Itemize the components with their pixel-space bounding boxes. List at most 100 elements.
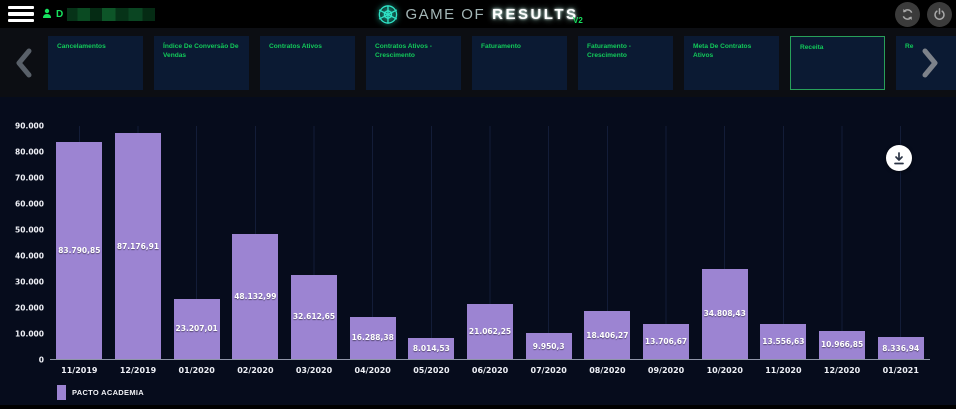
y-tick-label: 30.000 (15, 277, 44, 287)
category-cell: 9.950,3 (519, 126, 579, 359)
bar-value-label: 87.176,91 (116, 241, 160, 251)
bar-value-label: 10.966,85 (820, 340, 864, 350)
tab-contratos-ativos[interactable]: Contratos Ativos (260, 36, 355, 90)
category-cell: 13.706,67 (636, 126, 696, 359)
legend-series-name: PACTO ACADEMIA (72, 388, 144, 397)
y-tick-label: 20.000 (15, 303, 44, 313)
bar-01/2020[interactable]: 23.207,01 (173, 298, 220, 359)
x-tick-label: 11/2020 (765, 366, 802, 375)
top-bar: D GAME OF RESULTS V2 (0, 0, 956, 28)
logo-icon (377, 4, 398, 25)
y-tick-label: 10.000 (15, 329, 44, 339)
x-tick-label: 08/2020 (589, 366, 626, 375)
plot-area: 83.790,85 87.176,91 23.207,01 48.132,99 32.6… (50, 126, 931, 360)
power-icon (934, 8, 945, 20)
bar-03/2020[interactable]: 32.612,65 (291, 274, 338, 359)
menu-icon[interactable] (8, 6, 34, 22)
category-cell: 10.966,85 (812, 126, 872, 359)
tab-contratos-ativos-crescimento[interactable]: Contratos Ativos - Crescimento (366, 36, 461, 90)
bar-10/2020[interactable]: 34.808,43 (701, 268, 748, 359)
refresh-button[interactable] (895, 2, 920, 27)
bar-value-label: 13.556,63 (762, 336, 805, 346)
tab-meta-de-contratos-ativos[interactable]: Meta De Contratos Ativos (684, 36, 779, 90)
metric-tabs-bar: Cancelamentos Índice De Conversão De Vend… (0, 28, 956, 97)
bar-05/2020[interactable]: 8.014,53 (408, 338, 455, 359)
user-icon (42, 5, 52, 23)
category-cell: 32.612,65 (284, 126, 344, 359)
bar-value-label: 9.950,3 (532, 341, 565, 351)
version-badge: V2 (573, 16, 583, 25)
tab-cancelamentos[interactable]: Cancelamentos (48, 36, 143, 90)
bar-value-label: 21.062,25 (468, 327, 512, 337)
chart-legend: PACTO ACADEMIA (57, 385, 956, 400)
app-title: GAME OF RESULTS (377, 0, 578, 28)
category-cell: 83.790,85 (50, 126, 109, 359)
bar-04/2020[interactable]: 16.288,38 (349, 316, 396, 359)
top-bar-left: D (0, 5, 156, 23)
x-tick-label: 12/2019 (119, 366, 157, 375)
category-cell: 8.014,53 (402, 126, 461, 359)
category-cell: 21.062,25 (460, 126, 520, 359)
tab-re[interactable]: Re (896, 36, 956, 90)
tabs-scroll-left-button[interactable] (0, 47, 48, 79)
x-tick-label: 06/2020 (471, 366, 509, 375)
x-tick-label: 04/2020 (354, 366, 391, 375)
x-tick-label: 11/2019 (61, 366, 98, 375)
chart-section: 0 10.000 20.000 30.000 40.000 50.000 60.000 70.… (0, 122, 956, 409)
legend-swatch (57, 385, 66, 400)
top-bar-actions (895, 2, 952, 27)
x-tick-label: 02/2020 (237, 366, 274, 375)
tab-faturamento-crescimento[interactable]: Faturamento - Crescimento (578, 36, 673, 90)
x-tick-label: 01/2021 (882, 366, 919, 375)
tab-faturamento[interactable]: Faturamento (472, 36, 567, 90)
power-button[interactable] (927, 2, 952, 27)
x-tick-label: 05/2020 (413, 366, 450, 375)
title-main: RESULTS (492, 5, 579, 23)
bar-01/2021[interactable]: 8.336,94 (877, 337, 924, 359)
y-tick-label: 50.000 (15, 225, 44, 235)
bar-09/2020[interactable]: 13.706,67 (643, 323, 690, 359)
bar-12/2019[interactable]: 87.176,91 (115, 133, 161, 359)
bar-08/2020[interactable]: 18.406,27 (584, 311, 631, 359)
bar-07/2020[interactable]: 9.950,3 (525, 333, 572, 359)
user-name-redacted (67, 7, 156, 21)
category-cell: 48.132,99 (226, 126, 285, 359)
category-cell: 34.808,43 (695, 126, 755, 359)
y-tick-label: 70.000 (15, 173, 44, 183)
tabs-scroll-right-button[interactable] (910, 28, 950, 97)
tab--ndice-de-convers-o-de-vendas[interactable]: Índice De Conversão De Vendas (154, 36, 249, 90)
bar-value-label: 83.790,85 (58, 246, 101, 256)
bar-value-label: 8.336,94 (882, 343, 920, 353)
user-chip[interactable]: D (42, 5, 156, 23)
bar-value-label: 34.808,43 (703, 309, 746, 319)
bar-06/2020[interactable]: 21.062,25 (467, 304, 514, 359)
download-chart-button[interactable] (886, 145, 912, 171)
x-tick-label: 09/2020 (647, 366, 685, 375)
bar-value-label: 16.288,38 (351, 333, 394, 343)
chevron-left-icon (16, 48, 32, 77)
category-cell: 87.176,91 (108, 126, 168, 359)
title-prefix: GAME OF (405, 5, 486, 23)
x-tick-label: 01/2020 (178, 366, 215, 375)
x-tick-label: 10/2020 (706, 366, 743, 375)
bar-11/2019[interactable]: 83.790,85 (56, 142, 103, 359)
y-tick-label: 0 (38, 355, 44, 365)
category-cell: 16.288,38 (343, 126, 403, 359)
bar-value-label: 8.014,53 (412, 344, 450, 354)
x-tick-label: 12/2020 (823, 366, 861, 375)
bar-value-label: 23.207,01 (175, 324, 218, 334)
bar-12/2020[interactable]: 10.966,85 (819, 330, 866, 359)
bar-02/2020[interactable]: 48.132,99 (232, 234, 279, 359)
bar-value-label: 18.406,27 (586, 330, 629, 340)
bar-value-label: 13.706,67 (644, 336, 688, 346)
category-cell: 13.556,63 (754, 126, 813, 359)
x-tick-label: 03/2020 (295, 366, 333, 375)
user-name-initial: D (56, 8, 64, 20)
x-tick-label: 07/2020 (530, 366, 567, 375)
bottom-border-strip (0, 405, 956, 409)
x-axis-labels: 11/2019 12/2019 01/2020 02/2020 03/2020 04/20… (50, 360, 930, 375)
bar-11/2020[interactable]: 13.556,63 (760, 323, 807, 359)
tab-receita[interactable]: Receita (790, 36, 885, 90)
bar-chart: 0 10.000 20.000 30.000 40.000 50.000 60.000 70.… (0, 122, 931, 365)
y-tick-label: 60.000 (15, 199, 44, 209)
